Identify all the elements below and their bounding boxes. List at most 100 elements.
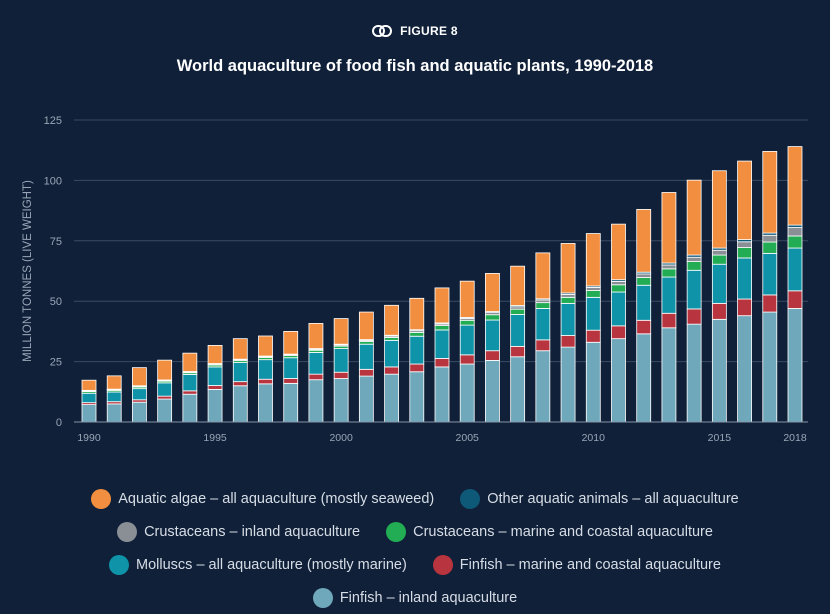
bar-segment bbox=[107, 392, 121, 402]
bar-segment bbox=[233, 363, 247, 382]
x-tick-label: 1995 bbox=[203, 432, 227, 444]
bar-segment bbox=[687, 324, 701, 422]
bar-segment bbox=[788, 308, 802, 422]
bar-segment bbox=[712, 255, 726, 264]
x-tick-label: 2018 bbox=[783, 432, 807, 444]
bar-segment bbox=[612, 224, 626, 280]
bar-segment bbox=[612, 292, 626, 326]
bar-segment bbox=[738, 161, 752, 240]
bar-segment bbox=[561, 303, 575, 335]
legend-label: Crustaceans – marine and coastal aquacul… bbox=[413, 524, 713, 540]
y-tick-label: 75 bbox=[50, 236, 62, 248]
bar-segment bbox=[738, 242, 752, 248]
bar-segment bbox=[687, 270, 701, 309]
bar-segment bbox=[738, 248, 752, 258]
bar-segment bbox=[586, 297, 600, 330]
bar-segment bbox=[158, 360, 172, 380]
bar-segment bbox=[788, 291, 802, 309]
bar-segment bbox=[511, 346, 525, 356]
bar-segment bbox=[385, 367, 399, 374]
bar-segment bbox=[738, 258, 752, 299]
bar-segment bbox=[183, 394, 197, 422]
bar-segment bbox=[82, 393, 96, 402]
bar-segment bbox=[763, 235, 777, 242]
bar-segment bbox=[359, 312, 373, 340]
legend-item: Other aquatic animals – all aquaculture bbox=[460, 489, 738, 509]
bar-segment bbox=[158, 383, 172, 396]
bar-segment bbox=[82, 405, 96, 422]
bar-segment bbox=[612, 285, 626, 292]
bar-segment bbox=[359, 344, 373, 369]
bar-segment bbox=[410, 332, 424, 336]
bar-segment bbox=[712, 171, 726, 248]
figure-label: FIGURE 8 bbox=[0, 24, 830, 38]
bar-segment bbox=[586, 291, 600, 298]
bar-segment bbox=[662, 269, 676, 277]
legend-swatch bbox=[433, 555, 453, 575]
bar-segment bbox=[183, 391, 197, 394]
legend-item: Finfish – inland aquaculture bbox=[313, 588, 517, 608]
bar-segment bbox=[132, 368, 146, 386]
legend-swatch bbox=[117, 522, 137, 542]
bar-segment bbox=[536, 351, 550, 422]
bar-segment bbox=[485, 320, 499, 351]
legend-label: Crustaceans – inland aquaculture bbox=[144, 524, 360, 540]
bar-segment bbox=[259, 384, 273, 422]
bar-segment bbox=[259, 336, 273, 356]
bar-segment bbox=[435, 330, 449, 359]
bar-segment bbox=[536, 340, 550, 351]
bar-segment bbox=[561, 297, 575, 303]
bar-segment bbox=[687, 309, 701, 324]
x-tick-label: 2010 bbox=[582, 432, 606, 444]
bar-segment bbox=[712, 250, 726, 255]
bar-segment bbox=[410, 372, 424, 422]
bar-segment bbox=[511, 266, 525, 305]
bar-segment bbox=[309, 323, 323, 348]
bar-segment bbox=[82, 380, 96, 390]
bar-segment bbox=[183, 374, 197, 390]
bar-segment bbox=[662, 265, 676, 269]
bar-segment bbox=[208, 367, 222, 386]
bar-segment bbox=[359, 376, 373, 422]
bar-segment bbox=[637, 209, 651, 272]
figure-number: FIGURE 8 bbox=[400, 24, 458, 38]
bar-segment bbox=[284, 383, 298, 422]
chart-legend: Aquatic algae – all aquaculture (mostly … bbox=[0, 482, 830, 614]
bar-segment bbox=[284, 331, 298, 354]
bar-segment bbox=[460, 281, 474, 317]
bar-segment bbox=[435, 358, 449, 366]
bar-segment bbox=[511, 309, 525, 314]
legend-item: Finfish – marine and coastal aquaculture bbox=[433, 555, 721, 575]
legend-swatch bbox=[313, 588, 333, 608]
legend-item: Molluscs – all aquaculture (mostly marin… bbox=[109, 555, 407, 575]
bar-segment bbox=[637, 274, 651, 278]
bar-segment bbox=[662, 328, 676, 422]
bar-segment bbox=[586, 342, 600, 422]
y-axis-label: MILLION TONNES (LIVE WEIGHT) bbox=[22, 180, 34, 362]
bar-segment bbox=[385, 305, 399, 335]
bar-segment bbox=[284, 379, 298, 384]
bar-segment bbox=[485, 273, 499, 311]
bar-segment bbox=[637, 278, 651, 286]
legend-row: Molluscs – all aquaculture (mostly marin… bbox=[0, 548, 830, 581]
bar-segment bbox=[485, 360, 499, 422]
bar-segment bbox=[460, 320, 474, 325]
legend-row: Aquatic algae – all aquaculture (mostly … bbox=[0, 482, 830, 515]
legend-label: Finfish – inland aquaculture bbox=[340, 590, 517, 606]
bar-segment bbox=[763, 242, 777, 253]
legend-item: Crustaceans – inland aquaculture bbox=[117, 522, 360, 542]
y-tick-label: 125 bbox=[44, 115, 62, 127]
bar-segment bbox=[662, 313, 676, 327]
bar-segment bbox=[612, 281, 626, 284]
bar-segment bbox=[158, 396, 172, 399]
bar-segment bbox=[612, 339, 626, 422]
bar-segment bbox=[763, 253, 777, 295]
bar-segment bbox=[460, 355, 474, 364]
bar-segment bbox=[435, 288, 449, 323]
x-tick-label: 2005 bbox=[456, 432, 480, 444]
legend-label: Molluscs – all aquaculture (mostly marin… bbox=[136, 557, 407, 573]
bar-segment bbox=[132, 389, 146, 400]
bar-segment bbox=[561, 336, 575, 348]
bar-segment bbox=[485, 315, 499, 320]
